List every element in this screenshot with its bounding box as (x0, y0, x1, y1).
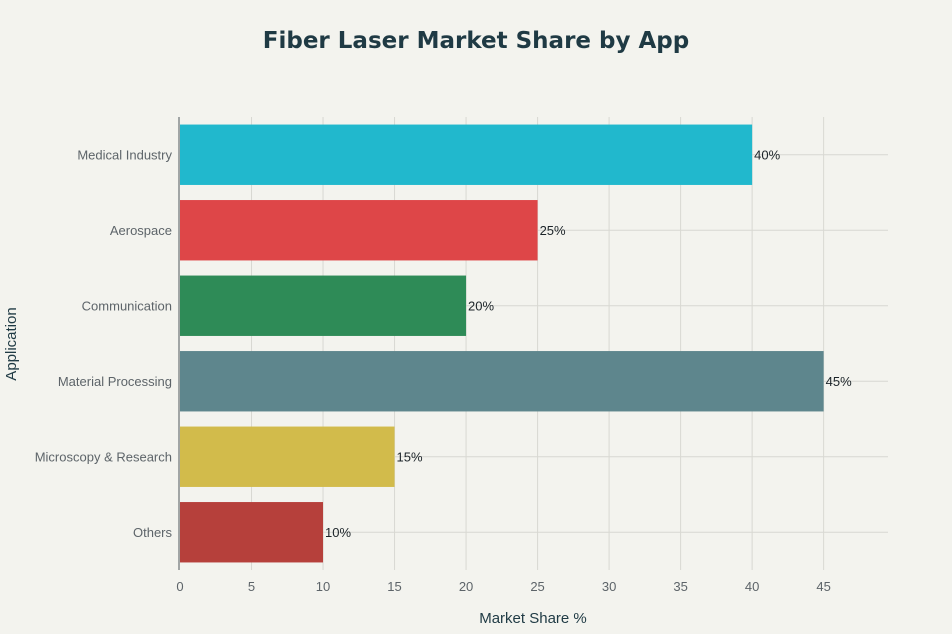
x-tick-label: 0 (176, 579, 183, 594)
x-tick-label: 20 (459, 579, 473, 594)
bar (180, 351, 824, 412)
y-tick-label: Microscopy & Research (35, 449, 172, 464)
x-tick-label: 40 (745, 579, 759, 594)
x-tick-label: 45 (816, 579, 830, 594)
y-tick-label: Communication (82, 298, 172, 313)
bar (180, 275, 467, 336)
x-axis-tick-labels: 0 5 10 15 20 25 30 35 40 45 (176, 579, 830, 594)
bar (180, 426, 395, 487)
bar (180, 502, 324, 563)
x-tick-label: 5 (248, 579, 255, 594)
y-axis-tick-labels: Medical Industry Aerospace Communication Ma… (35, 147, 173, 540)
bar (180, 124, 753, 185)
y-tick-label: Material Processing (58, 374, 172, 389)
y-axis-title: Application (3, 307, 20, 380)
bar-value-label: 45% (826, 374, 852, 389)
bar-value-label: 40% (754, 147, 780, 162)
bar-value-label: 10% (325, 525, 351, 540)
data-labels: 40% 25% 20% 45% 15% 10% (325, 147, 852, 540)
bars (180, 124, 824, 563)
x-tick-label: 30 (602, 579, 616, 594)
x-tick-label: 35 (673, 579, 687, 594)
bar (180, 200, 538, 261)
y-tick-label: Medical Industry (77, 147, 172, 162)
x-axis-title: Market Share % (479, 610, 587, 627)
x-tick-label: 25 (530, 579, 544, 594)
y-tick-label: Others (133, 525, 173, 540)
bar-value-label: 20% (468, 298, 494, 313)
y-tick-label: Aerospace (110, 223, 172, 238)
x-tick-label: 10 (316, 579, 330, 594)
bar-value-label: 15% (397, 449, 423, 464)
bar-value-label: 25% (540, 223, 566, 238)
x-tick-label: 15 (387, 579, 401, 594)
chart-title: Fiber Laser Market Share by App (263, 28, 689, 54)
